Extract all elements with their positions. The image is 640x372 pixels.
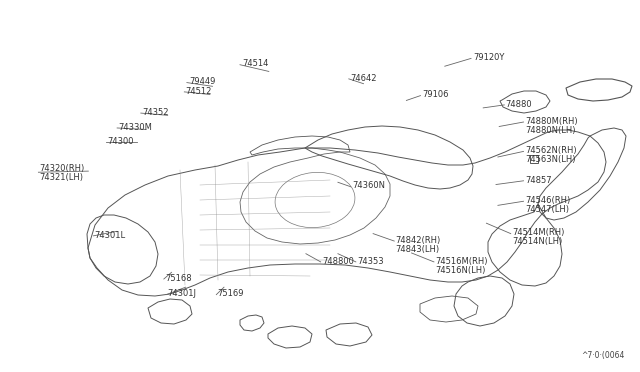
Text: 74514N(LH): 74514N(LH) xyxy=(512,237,563,246)
Text: 74547(LH): 74547(LH) xyxy=(525,205,569,214)
Text: 74642: 74642 xyxy=(351,74,377,83)
Text: 74880: 74880 xyxy=(506,100,532,109)
Text: 74880N(LH): 74880N(LH) xyxy=(525,126,575,135)
Text: 74512: 74512 xyxy=(186,87,212,96)
Text: 74546(RH): 74546(RH) xyxy=(525,196,570,205)
Text: 74514M(RH): 74514M(RH) xyxy=(512,228,564,237)
Text: 74880M(RH): 74880M(RH) xyxy=(525,117,577,126)
Text: 74301J: 74301J xyxy=(168,289,196,298)
Text: 74301L: 74301L xyxy=(95,231,126,240)
Text: 79449: 79449 xyxy=(189,77,215,86)
Text: 79106: 79106 xyxy=(422,90,449,99)
Text: 74321(LH): 74321(LH) xyxy=(40,173,84,182)
Text: 74353: 74353 xyxy=(357,257,384,266)
Text: 74300: 74300 xyxy=(108,137,134,146)
Text: 74857: 74857 xyxy=(525,176,552,185)
Text: 74514: 74514 xyxy=(242,60,268,68)
Text: 748800: 748800 xyxy=(322,257,354,266)
Text: 74843(LH): 74843(LH) xyxy=(396,245,440,254)
Text: 74320(RH): 74320(RH) xyxy=(40,164,85,173)
Text: 74360N: 74360N xyxy=(352,182,385,190)
Text: 74516N(LH): 74516N(LH) xyxy=(435,266,486,275)
Text: 74562N(RH): 74562N(RH) xyxy=(525,146,577,155)
Text: 74516M(RH): 74516M(RH) xyxy=(435,257,488,266)
Text: 74842(RH): 74842(RH) xyxy=(396,236,441,245)
Text: 74563N(LH): 74563N(LH) xyxy=(525,155,575,164)
Bar xyxy=(530,155,538,163)
Text: 74352: 74352 xyxy=(142,108,168,117)
Text: ^7·0·(0064: ^7·0·(0064 xyxy=(582,351,625,360)
Text: 74330M: 74330M xyxy=(118,123,152,132)
Text: 75169: 75169 xyxy=(218,289,244,298)
Text: 75168: 75168 xyxy=(165,274,192,283)
Text: 79120Y: 79120Y xyxy=(474,53,505,62)
